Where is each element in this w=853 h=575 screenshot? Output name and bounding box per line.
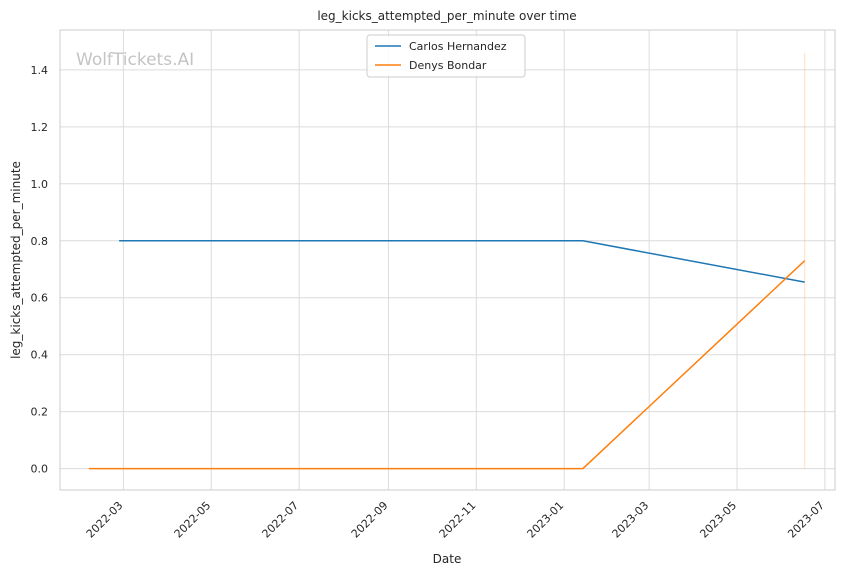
x-axis-title: Date [433, 552, 462, 566]
series-line-denys-bondar [88, 260, 806, 470]
x-tick-label: 2023-07 [785, 499, 827, 541]
y-tick-label: 0.6 [31, 292, 49, 305]
x-tick-label: 2022-03 [84, 499, 126, 541]
y-axis-ticks: 0.0 0.2 0.4 0.6 0.8 1.0 1.2 1.4 [31, 64, 49, 476]
series-line-carlos-hernandez [119, 240, 805, 283]
y-tick-label: 0.0 [31, 463, 49, 476]
x-tick-label: 2022-09 [349, 499, 391, 541]
y-tick-label: 0.8 [31, 235, 49, 248]
x-tick-label: 2022-07 [260, 499, 302, 541]
plot-frame [59, 29, 836, 491]
legend-box [366, 34, 526, 78]
legend: Carlos Hernandez Denys Bondar [366, 34, 526, 78]
series-layer [88, 52, 806, 470]
plot-border [59, 29, 836, 491]
plot-background [60, 30, 835, 490]
y-tick-label: 1.2 [31, 121, 49, 134]
legend-label-carlos-hernandez: Carlos Hernandez [409, 40, 507, 53]
y-tick-label: 1.4 [31, 64, 49, 77]
y-tick-label: 1.0 [31, 178, 49, 191]
chart-title: leg_kicks_attempted_per_minute over time [317, 9, 576, 23]
y-tick-label: 0.2 [31, 406, 49, 419]
watermark: WolfTickets.AI [76, 50, 194, 70]
y-tick-label: 0.4 [31, 349, 49, 362]
legend-label-denys-bondar: Denys Bondar [409, 59, 487, 72]
x-axis-ticks: 2022-03 2022-05 2022-07 2022-09 2022-11 2023-… [84, 499, 827, 541]
y-axis-title: leg_kicks_attempted_per_minute [9, 161, 23, 359]
x-tick-label: 2023-05 [697, 499, 739, 541]
x-tick-label: 2022-11 [437, 499, 479, 541]
x-tick-label: 2022-05 [172, 499, 214, 541]
x-tick-label: 2023-03 [610, 499, 652, 541]
x-tick-label: 2023-01 [525, 499, 567, 541]
